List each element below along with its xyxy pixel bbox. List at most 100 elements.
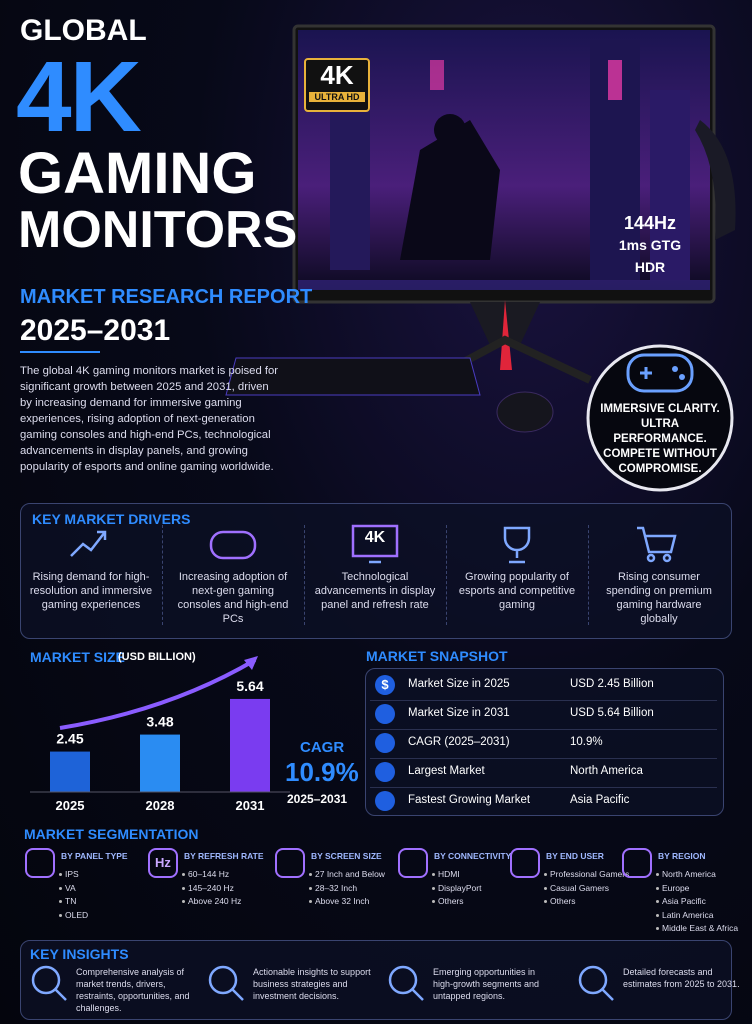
subtitle: MARKET RESEARCH REPORT	[20, 286, 313, 308]
bullet	[59, 900, 62, 903]
decoration	[608, 60, 622, 100]
row-icon	[375, 733, 395, 753]
row-icon	[375, 675, 395, 695]
decoration	[672, 366, 678, 372]
seg-item: 60–144 Hz	[188, 869, 230, 879]
decoration	[54, 988, 67, 1001]
seg-item: Asia Pacific	[662, 896, 706, 906]
bullet	[432, 900, 435, 903]
decoration	[388, 965, 418, 995]
divider	[588, 525, 589, 625]
decoration	[679, 374, 685, 380]
seg-item: Middle East & Africa	[662, 923, 739, 933]
value-label: 3.48	[146, 714, 173, 730]
spec: 1ms GTG	[618, 237, 682, 253]
decoration	[637, 526, 677, 554]
seg-item: VA	[65, 882, 76, 893]
icon-label: $	[381, 677, 389, 692]
bullet	[309, 873, 312, 876]
bar	[50, 751, 90, 792]
title-highlight: 4K	[16, 41, 142, 153]
decoration	[662, 553, 672, 563]
decoration	[388, 965, 424, 1001]
decoration	[500, 300, 512, 370]
seg-item: North America	[662, 869, 716, 879]
seg-icon	[148, 848, 178, 878]
icon	[65, 522, 117, 566]
decoration	[650, 90, 690, 280]
seg-title: BY REGION	[658, 851, 706, 861]
decoration	[70, 530, 107, 557]
tagline: IMMERSIVE CLARITY. ULTRA PERFORMANCE. COMP…	[598, 402, 722, 477]
insight-text: Detailed forecasts and estimates from 20…	[623, 967, 740, 989]
seg-icon	[622, 848, 652, 878]
row-icon	[375, 762, 395, 782]
bullet	[656, 886, 659, 890]
seg-item: Others	[438, 896, 464, 906]
decoration	[601, 988, 614, 1001]
bullet	[432, 886, 435, 890]
seg-icon	[398, 848, 428, 878]
seg-item: Others	[550, 896, 576, 906]
bullet	[309, 900, 312, 903]
value-label: 2.45	[56, 731, 83, 747]
decoration	[430, 60, 444, 90]
bullet	[656, 873, 659, 876]
row-divider	[370, 787, 717, 788]
decoration	[208, 965, 238, 995]
row-value: 10.9%	[570, 736, 603, 748]
chart-title: MARKET SIZE	[30, 649, 125, 665]
row-divider	[370, 700, 717, 701]
decoration	[351, 524, 399, 558]
x-tick-label: 2025	[56, 798, 85, 813]
driver-text: Rising consumer spending on premium gami…	[606, 571, 712, 625]
decoration	[231, 988, 244, 1001]
bullet	[182, 873, 185, 876]
decoration	[31, 965, 61, 995]
spec: HDR	[634, 259, 666, 275]
seg-title: BY REFRESH RATE	[184, 851, 264, 861]
specs: 144Hz 1ms GTG HDR	[610, 212, 690, 278]
driver-text: Technological advancements in display pa…	[314, 571, 436, 611]
cagr-period: 2025–2031	[287, 792, 348, 806]
seg-item: IPS	[65, 869, 79, 879]
period: 2025–2031	[20, 314, 171, 347]
bullet	[544, 886, 547, 890]
row-value: North America	[570, 765, 643, 777]
trend-arrow	[59, 658, 257, 730]
seg-item: 28–32 Inch	[315, 882, 358, 893]
seg-item: 27 Inch and Below	[315, 869, 385, 879]
divider	[446, 525, 447, 625]
decoration	[70, 531, 106, 557]
seg-title: BY PANEL TYPE	[61, 851, 128, 861]
driver-text: Growing popularity of esports and compet…	[458, 571, 576, 611]
bullet	[59, 886, 62, 890]
row-value: USD 5.64 Billion	[570, 707, 654, 719]
seg-icon	[275, 848, 305, 878]
bullet	[59, 913, 62, 917]
decoration	[208, 965, 244, 1001]
decoration	[225, 357, 481, 396]
decoration	[637, 526, 677, 563]
section-title: MARKET SEGMENTATION	[24, 826, 199, 842]
decoration	[640, 367, 652, 379]
bullet	[656, 900, 659, 903]
decoration	[298, 280, 710, 290]
rule	[20, 351, 100, 353]
scene	[225, 24, 736, 492]
seg-item: Above 240 Hz	[188, 896, 242, 906]
seg-item: Europe	[662, 882, 690, 893]
seg-title: BY CONNECTIVITY	[434, 851, 512, 861]
driver-text: Rising demand for high-resolution and im…	[29, 571, 153, 611]
row-divider	[370, 758, 717, 759]
tagline-line: COMPETE WITHOUT	[603, 448, 717, 460]
title-line: GLOBAL	[20, 14, 147, 47]
decoration	[503, 526, 531, 564]
icon	[207, 522, 259, 566]
description: The global 4K gaming monitors market is …	[20, 365, 279, 473]
icon	[28, 962, 68, 1002]
decoration	[578, 965, 608, 995]
row-value: Asia Pacific	[570, 794, 630, 806]
bullet	[656, 913, 659, 917]
